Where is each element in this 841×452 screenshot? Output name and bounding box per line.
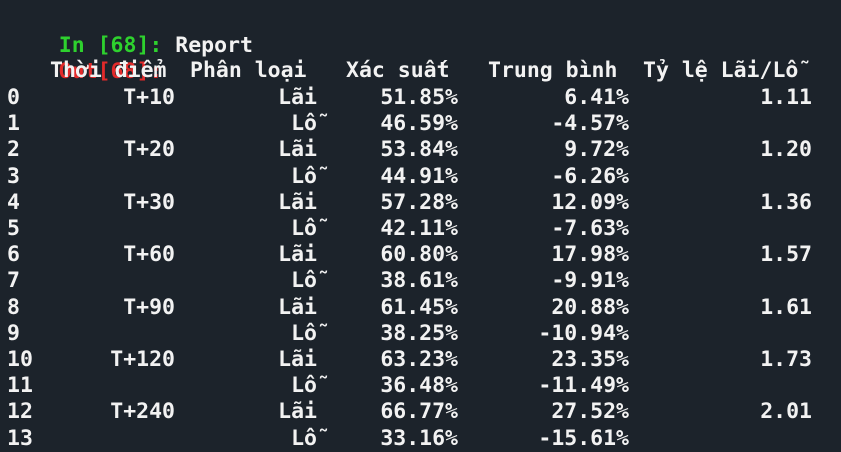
cell-time: T+120 [110,347,175,372]
cell-ratio: 1.20 [760,137,812,162]
row-index: 9 [7,321,20,346]
row-index: 1 [7,111,20,136]
cell-type: Lỗ [291,373,317,398]
cell-probability: 63.23% [380,347,458,372]
column-header-average: Trung bình [488,58,618,83]
cell-probability: 46.59% [380,111,458,136]
row-index: 10 [7,347,33,372]
column-header-probability: Xác suất [346,58,450,83]
cell-time: T+10 [123,85,175,110]
cell-average: 20.88% [551,295,629,320]
cell-ratio: 2.01 [760,399,812,424]
cell-time: T+20 [123,137,175,162]
cell-average: -10.94% [538,321,629,346]
cell-type: Lãi [278,242,317,267]
row-index: 2 [7,137,20,162]
cell-ratio: 1.61 [760,295,812,320]
cell-average: 27.52% [551,399,629,424]
cell-time: T+30 [123,190,175,215]
cell-type: Lỗ [291,426,317,451]
cell-probability: 57.28% [380,190,458,215]
row-index: 13 [7,426,33,451]
row-index: 12 [7,399,33,424]
cell-type: Lỗ [291,321,317,346]
cell-average: -6.26% [551,164,629,189]
cell-ratio: 1.73 [760,347,812,372]
row-index: 5 [7,216,20,241]
cell-average: 6.41% [564,85,629,110]
cell-probability: 33.16% [380,426,458,451]
row-index: 0 [7,85,20,110]
cell-type: Lỗ [291,111,317,136]
cell-probability: 66.77% [380,399,458,424]
column-header-type: Phân loại [190,58,307,83]
cell-ratio: 1.11 [760,85,812,110]
cell-time: T+60 [123,242,175,267]
row-index: 8 [7,295,20,320]
cell-average: -7.63% [551,216,629,241]
cell-average: 9.72% [564,137,629,162]
cell-probability: 44.91% [380,164,458,189]
row-index: 11 [7,373,33,398]
output-cell: Out[68]: [7,33,163,84]
cell-average: -4.57% [551,111,629,136]
input-cell[interactable]: In [68]: Report [7,7,253,58]
cell-time: T+90 [123,295,175,320]
cell-probability: 36.48% [380,373,458,398]
cell-average: -15.61% [538,426,629,451]
column-header-time: Thời điểm [50,58,167,83]
row-index: 6 [7,242,20,267]
input-code[interactable]: Report [175,33,253,58]
cell-average: 12.09% [551,190,629,215]
row-index: 4 [7,190,20,215]
cell-type: Lãi [278,295,317,320]
cell-average: 17.98% [551,242,629,267]
cell-time: T+240 [110,399,175,424]
cell-ratio: 1.57 [760,242,812,267]
column-header-ratio: Tỷ lệ Lãi/Lỗ [643,58,799,83]
cell-type: Lỗ [291,268,317,293]
cell-probability: 42.11% [380,216,458,241]
cell-probability: 61.45% [380,295,458,320]
row-index: 7 [7,268,20,293]
cell-probability: 38.25% [380,321,458,346]
cell-average: -11.49% [538,373,629,398]
cell-probability: 51.85% [380,85,458,110]
row-index: 3 [7,164,20,189]
cell-average: -9.91% [551,268,629,293]
cell-probability: 38.61% [380,268,458,293]
cell-type: Lỗ [291,164,317,189]
cell-probability: 53.84% [380,137,458,162]
cell-type: Lãi [278,85,317,110]
cell-probability: 60.80% [380,242,458,267]
cell-type: Lãi [278,190,317,215]
input-prompt: In [68]: [58,33,163,58]
cell-ratio: 1.36 [760,190,812,215]
cell-type: Lãi [278,347,317,372]
output-prompt: Out[68]: [58,59,163,84]
cell-type: Lỗ [291,216,317,241]
cell-type: Lãi [278,137,317,162]
cell-average: 23.35% [551,347,629,372]
cell-type: Lãi [278,399,317,424]
